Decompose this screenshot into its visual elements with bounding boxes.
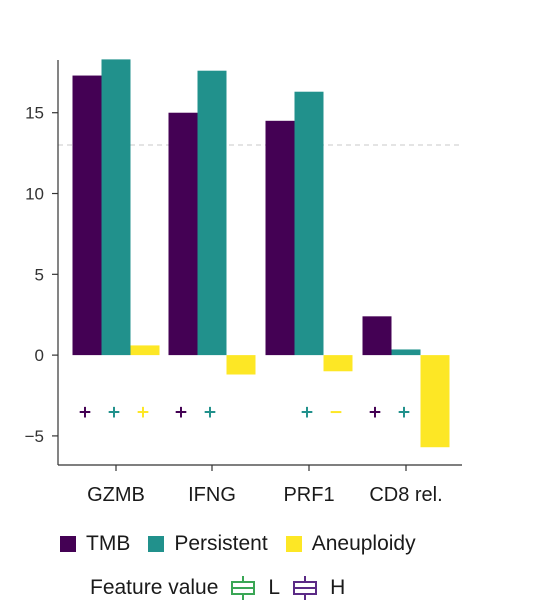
feature-sign-mark: + bbox=[174, 403, 188, 423]
feature-sign-mark: + bbox=[397, 403, 411, 423]
legend-label-tmb: TMB bbox=[86, 532, 131, 555]
y-tick-label: −5 bbox=[25, 427, 44, 446]
bar-persistent-prf1 bbox=[294, 91, 324, 356]
bar-persistent-ifng bbox=[197, 70, 227, 356]
feature-value-legend: Feature value L H bbox=[90, 575, 345, 601]
x-tick-label: PRF1 bbox=[283, 484, 334, 506]
x-tick-label: CD8 rel. bbox=[369, 484, 442, 506]
feature-sign-mark: + bbox=[203, 403, 217, 423]
feature-sign-mark: + bbox=[78, 403, 92, 423]
legend-swatch-tmb bbox=[60, 536, 76, 552]
boxplot-high-icon bbox=[293, 576, 318, 600]
feature-sign-mark: + bbox=[368, 403, 382, 423]
legend-label-aneuploidy: Aneuploidy bbox=[311, 532, 416, 555]
boxplot-low-icon bbox=[231, 576, 256, 600]
feature-sign-mark: − bbox=[329, 403, 343, 423]
bar-persistent-gzmb bbox=[101, 59, 131, 356]
feature-low-label: L bbox=[268, 576, 281, 599]
feature-sign-mark: + bbox=[107, 403, 121, 423]
legend-item-persistent: Persistent bbox=[148, 532, 268, 556]
x-tick-label: IFNG bbox=[188, 484, 236, 506]
y-tick-label: 5 bbox=[35, 265, 44, 284]
legend-swatch-aneuploidy bbox=[285, 536, 302, 552]
legend-label-persistent: Persistent bbox=[174, 532, 268, 555]
bar-aneuploidy-cd8-rel- bbox=[420, 355, 450, 448]
bar-tmb-gzmb bbox=[72, 75, 102, 356]
y-tick-label: 10 bbox=[25, 185, 44, 204]
feature-high-label: H bbox=[330, 576, 346, 599]
feature-sign-mark: − bbox=[426, 403, 440, 423]
feature-sign-mark: + bbox=[136, 403, 150, 423]
legend-item-aneuploidy: Aneuploidy bbox=[285, 532, 416, 556]
legend-swatch-persistent bbox=[148, 536, 165, 552]
bar-aneuploidy-prf1 bbox=[323, 355, 353, 372]
bar-tmb-ifng bbox=[168, 112, 198, 356]
legend-item-tmb: TMB bbox=[60, 532, 130, 556]
y-tick-label: 15 bbox=[25, 104, 44, 123]
series-legend: TMB Persistent Aneuploidy bbox=[60, 532, 422, 556]
bar-aneuploidy-ifng bbox=[226, 355, 256, 375]
bar-persistent-cd8-rel- bbox=[391, 349, 421, 356]
bar-aneuploidy-gzmb bbox=[130, 345, 160, 356]
bar-tmb-prf1 bbox=[265, 120, 295, 356]
feature-sign-mark: + bbox=[300, 403, 314, 423]
feature-value-label: Feature value bbox=[90, 576, 219, 599]
bar-tmb-cd8-rel- bbox=[362, 316, 392, 356]
y-tick-label: 0 bbox=[35, 346, 44, 365]
x-tick-label: GZMB bbox=[87, 484, 145, 506]
